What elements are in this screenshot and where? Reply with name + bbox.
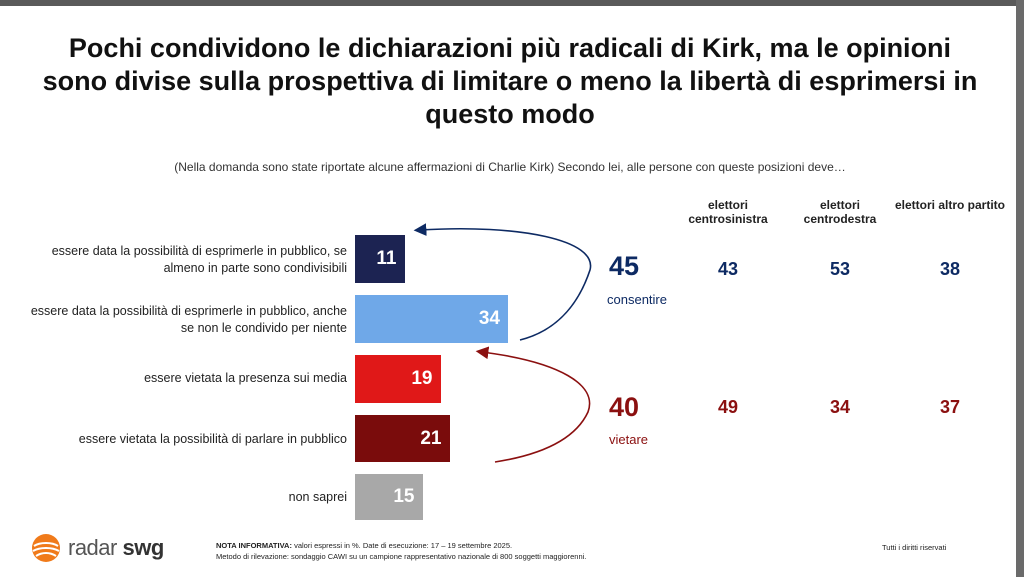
group-total-consentire: 45 xyxy=(609,251,640,281)
chart-subtitle: (Nella domanda sono state riportate alcu… xyxy=(174,160,846,174)
rights-text: Tutti i diritti riservati xyxy=(882,543,947,552)
value-vietare-centrodestra: 34 xyxy=(829,397,851,417)
column-header-altro-partito: elettori altro partito xyxy=(895,198,1006,212)
bar-4: 21 xyxy=(355,415,450,462)
note-text: valori espressi in %. Date di esecuzione… xyxy=(294,541,513,550)
value-consentire-centrosinistra: 43 xyxy=(717,259,739,279)
value-vietare-centrosinistra: 49 xyxy=(717,397,739,417)
group-label-vietare: vietare xyxy=(609,432,649,447)
bar-5-value: 15 xyxy=(393,486,415,507)
bar-4-value: 21 xyxy=(420,427,442,449)
method-text: Metodo di rilevazione: sondaggio CAWI su… xyxy=(216,552,587,561)
column-header-centrosinistra: elettori centrosinistra xyxy=(688,198,768,226)
right-border xyxy=(1016,0,1024,577)
category-label-4: essere vietata la possibilità di parlare… xyxy=(78,432,347,446)
column-header-centrodestra: elettori centrodestra xyxy=(803,198,877,226)
value-consentire-altro-partito: 38 xyxy=(939,259,961,279)
bar-1-value: 11 xyxy=(376,248,397,269)
bar-1: 11 xyxy=(355,235,405,283)
category-label-3: essere vietata la presenza sui media xyxy=(144,371,347,385)
chart-title: Pochi condividono le dichiarazioni più r… xyxy=(42,33,978,129)
consentire-bracket-arrow xyxy=(413,223,592,341)
bar-3-value: 19 xyxy=(411,368,433,389)
radar-swg-logo: radar swg xyxy=(30,532,164,564)
bar-3: 19 xyxy=(355,355,441,403)
globe-icon xyxy=(32,534,60,562)
bar-5: 15 xyxy=(355,474,423,520)
footer-note: NOTA INFORMATIVA: valori espressi in %. … xyxy=(216,540,586,562)
logo-text-radar: radar xyxy=(68,535,117,560)
vietare-bracket-arrow xyxy=(475,346,591,463)
bar-2-value: 34 xyxy=(478,308,500,329)
category-label-5: non saprei xyxy=(288,490,347,504)
group-total-vietare: 40 xyxy=(609,392,640,422)
top-border xyxy=(0,0,1024,6)
logo-text-swg: swg xyxy=(122,535,164,560)
note-label: NOTA INFORMATIVA: xyxy=(216,541,292,550)
value-consentire-centrodestra: 53 xyxy=(829,259,851,279)
category-label-2: essere data la possibilità di esprimerle… xyxy=(30,304,347,335)
bar-2: 34 xyxy=(355,295,508,343)
group-label-consentire: consentire xyxy=(607,292,667,307)
category-label-1: essere data la possibilità di esprimerle… xyxy=(51,244,347,275)
value-vietare-altro-partito: 37 xyxy=(939,397,961,417)
